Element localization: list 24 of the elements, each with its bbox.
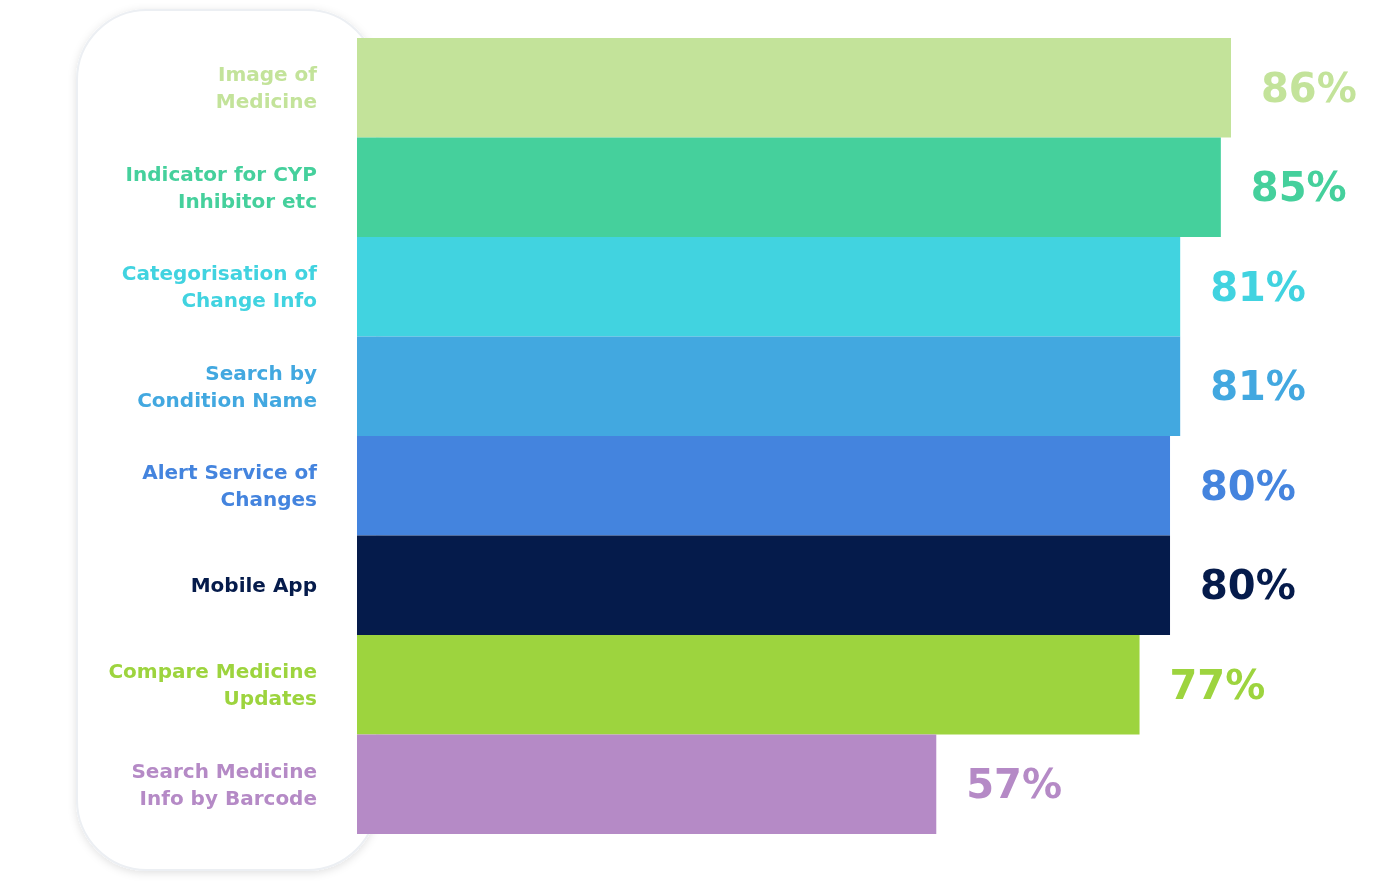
- data-label: 86%: [1261, 64, 1357, 111]
- data-label: 80%: [1200, 462, 1296, 509]
- data-label: 81%: [1210, 263, 1306, 310]
- bar: [357, 336, 1181, 436]
- bar: [357, 436, 1171, 536]
- bar: [357, 635, 1140, 735]
- bar: [357, 237, 1181, 337]
- data-label: 57%: [966, 761, 1063, 808]
- data-label: 85%: [1250, 164, 1347, 211]
- bar: [357, 38, 1231, 138]
- data-label: 80%: [1200, 562, 1296, 609]
- data-label: 81%: [1210, 363, 1306, 410]
- y-tick-label: Search Medicine Info by Barcode: [131, 758, 317, 810]
- y-tick-label: Search by Condition Name: [137, 360, 317, 412]
- y-tick-label: Indicator for CYP Inhibitor etc: [125, 161, 317, 213]
- y-tick-label: Alert Service of Changes: [142, 460, 318, 512]
- bar: [357, 137, 1221, 237]
- data-label: 77%: [1169, 661, 1266, 708]
- bar: [357, 535, 1171, 635]
- y-tick-label: Categorisation of Change Info: [121, 261, 318, 313]
- bar: [357, 734, 937, 834]
- y-tick-label: Compare Medicine Updates: [108, 659, 317, 711]
- y-tick-label: Mobile App: [190, 573, 317, 598]
- y-tick-label: Image of Medicine: [215, 62, 318, 114]
